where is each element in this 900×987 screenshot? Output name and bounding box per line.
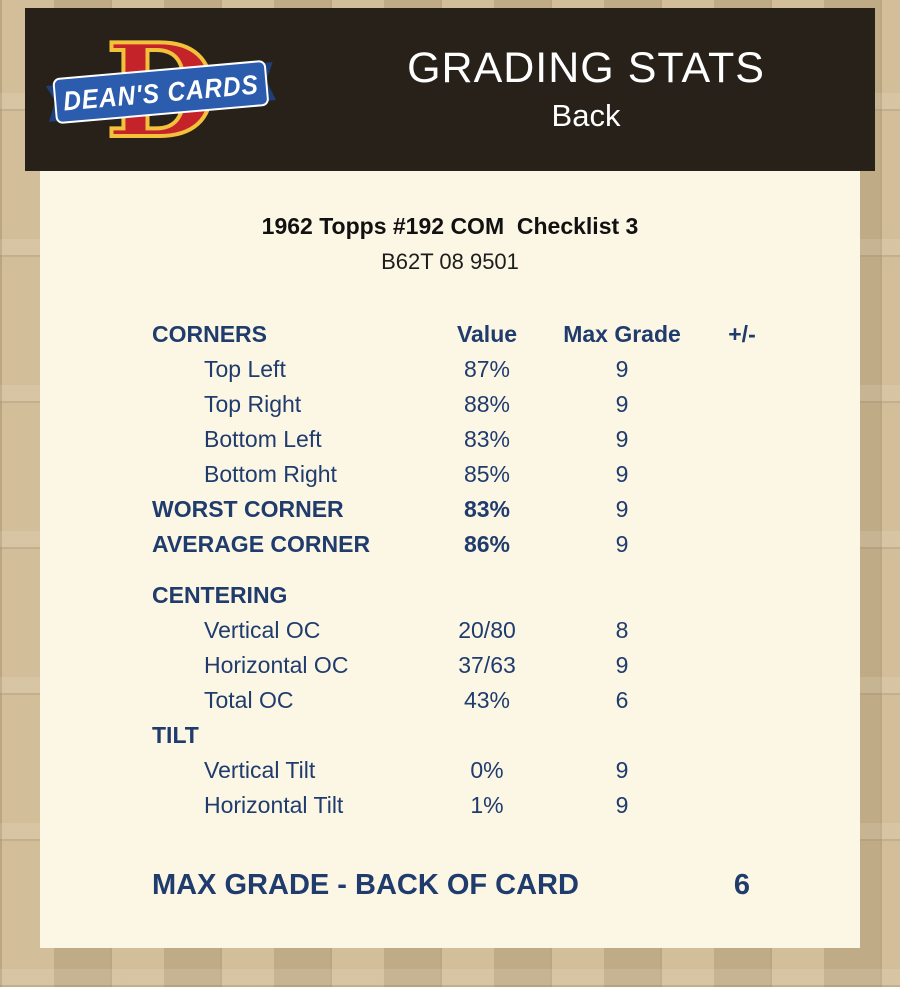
column-header-value: Value [456,321,518,347]
grading-table: CORNERS Value Max Grade +/- Top Left 87% 9… [40,317,860,823]
card-title: 1962 Topps #192 COM Checklist 3 [261,213,639,239]
table-row: Horizontal Tilt 1% 9 [152,788,860,823]
row-label: Top Left [204,356,286,382]
row-label: CENTERING [152,582,288,608]
header-bar: D DEAN'S CARDS GRADING STATS Back [25,8,875,171]
deans-cards-logo: D DEAN'S CARDS [25,20,297,160]
table-row: AVERAGE CORNER 86% 9 [152,527,860,562]
table-row: Bottom Left 83% 9 [152,422,860,457]
row-max-grade: 8 [615,617,629,643]
table-row: Top Left 87% 9 [152,352,860,387]
row-value: 83% [463,496,511,522]
table-row: Bottom Right 85% 9 [152,457,860,492]
row-value: 37/63 [458,652,516,678]
row-label: Top Right [204,391,302,417]
row-label: Vertical Tilt [204,757,316,783]
column-header-corners: CORNERS [152,321,268,347]
table-row: CENTERING [152,578,860,613]
table-row: Vertical Tilt 0% 9 [152,753,860,788]
table-row: Vertical OC 20/80 8 [152,613,860,648]
row-max-grade: 9 [615,496,629,522]
table-row: Horizontal OC 37/63 9 [152,648,860,683]
row-label: AVERAGE CORNER [152,531,371,557]
row-value: 20/80 [458,617,516,643]
grading-table-body: Top Left 87% 9 Top Right 88% 9 Bottom Left 83% 9… [152,352,860,823]
row-max-grade: 9 [615,531,629,557]
row-max-grade: 9 [615,426,629,452]
max-grade-value: 6 [733,869,751,901]
row-max-grade: 9 [615,461,629,487]
row-label: Vertical OC [204,617,321,643]
row-value: 0% [470,757,504,783]
logo-ribbon: DEAN'S CARDS [45,59,276,124]
row-max-grade: 9 [615,757,629,783]
column-header-max-grade: Max Grade [563,321,681,347]
page-subtitle: Back [551,98,621,134]
row-label: TILT [152,722,199,748]
content-panel: 1962 Topps #192 COM Checklist 3 B62T 08 … [40,171,860,948]
row-max-grade: 9 [615,356,629,382]
row-label: Bottom Left [204,426,322,452]
card-code: B62T 08 9501 [381,249,519,274]
page-title: GRADING STATS [407,43,765,92]
row-max-grade: 9 [615,391,629,417]
row-label: Horizontal Tilt [204,792,344,818]
row-max-grade: 6 [615,687,629,713]
row-value: 88% [463,391,511,417]
row-label: Horizontal OC [204,652,349,678]
table-row: Top Right 88% 9 [152,387,860,422]
table-row: TILT [152,718,860,753]
row-max-grade: 9 [615,652,629,678]
column-header-plusminus: +/- [728,321,756,347]
row-value: 86% [463,531,511,557]
max-grade-label: MAX GRADE - BACK OF CARD [152,869,579,901]
row-label: WORST CORNER [152,496,344,522]
row-value: 43% [463,687,511,713]
row-value: 1% [470,792,504,818]
row-label: Bottom Right [204,461,337,487]
max-grade-row: MAX GRADE - BACK OF CARD 6 [40,869,860,902]
table-row: Total OC 43% 6 [152,683,860,718]
row-value: 87% [463,356,511,382]
deans-cards-logo-graphic: D DEAN'S CARDS [45,20,276,160]
table-row: WORST CORNER 83% 9 [152,492,860,527]
row-max-grade: 9 [615,792,629,818]
header-titles: GRADING STATS Back [297,43,875,134]
row-label: Total OC [204,687,294,713]
row-value: 83% [463,426,511,452]
table-header-row: CORNERS Value Max Grade +/- [152,317,860,352]
row-value: 85% [463,461,511,487]
